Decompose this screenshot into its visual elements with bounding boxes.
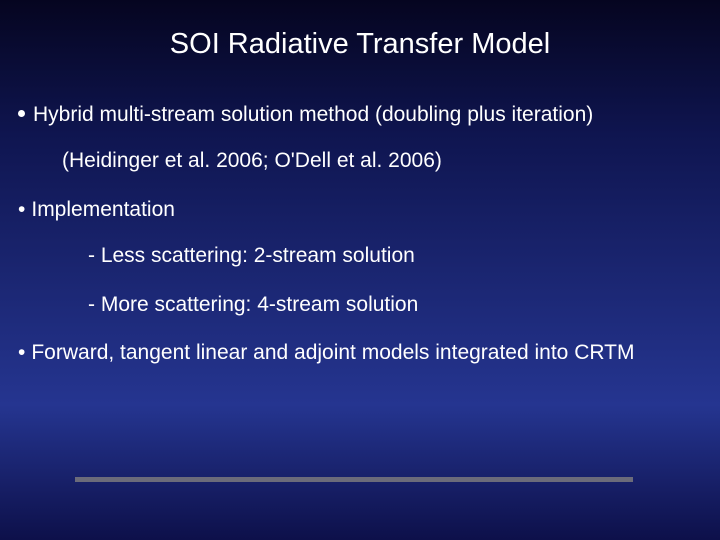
slide-container: SOI Radiative Transfer Model Hybrid mult… bbox=[0, 0, 720, 540]
bullet-marker-icon: • bbox=[18, 198, 25, 221]
bullet-item-2: • Implementation bbox=[18, 196, 702, 225]
bullet-item-1: Hybrid multi-stream solution method (dou… bbox=[18, 101, 702, 129]
bullet-3-text: Forward, tangent linear and adjoint mode… bbox=[31, 341, 634, 364]
bullet-dot-icon bbox=[18, 110, 25, 117]
bullet-2-sub-1: - Less scattering: 2-stream solution bbox=[18, 242, 702, 270]
slide-content: Hybrid multi-stream solution method (dou… bbox=[0, 101, 720, 368]
bullet-item-3: • Forward, tangent linear and adjoint mod… bbox=[18, 339, 702, 368]
slide-title: SOI Radiative Transfer Model bbox=[0, 0, 720, 101]
bullet-1-subtext: (Heidinger et al. 2006; O'Dell et al. 20… bbox=[18, 147, 702, 175]
bullet-1-text: Hybrid multi-stream solution method (dou… bbox=[33, 103, 593, 126]
footer-divider bbox=[75, 477, 633, 482]
bullet-marker-icon: • bbox=[18, 341, 25, 364]
bullet-2-sub-2: - More scattering: 4-stream solution bbox=[18, 291, 702, 319]
bullet-2-text: Implementation bbox=[31, 198, 175, 221]
